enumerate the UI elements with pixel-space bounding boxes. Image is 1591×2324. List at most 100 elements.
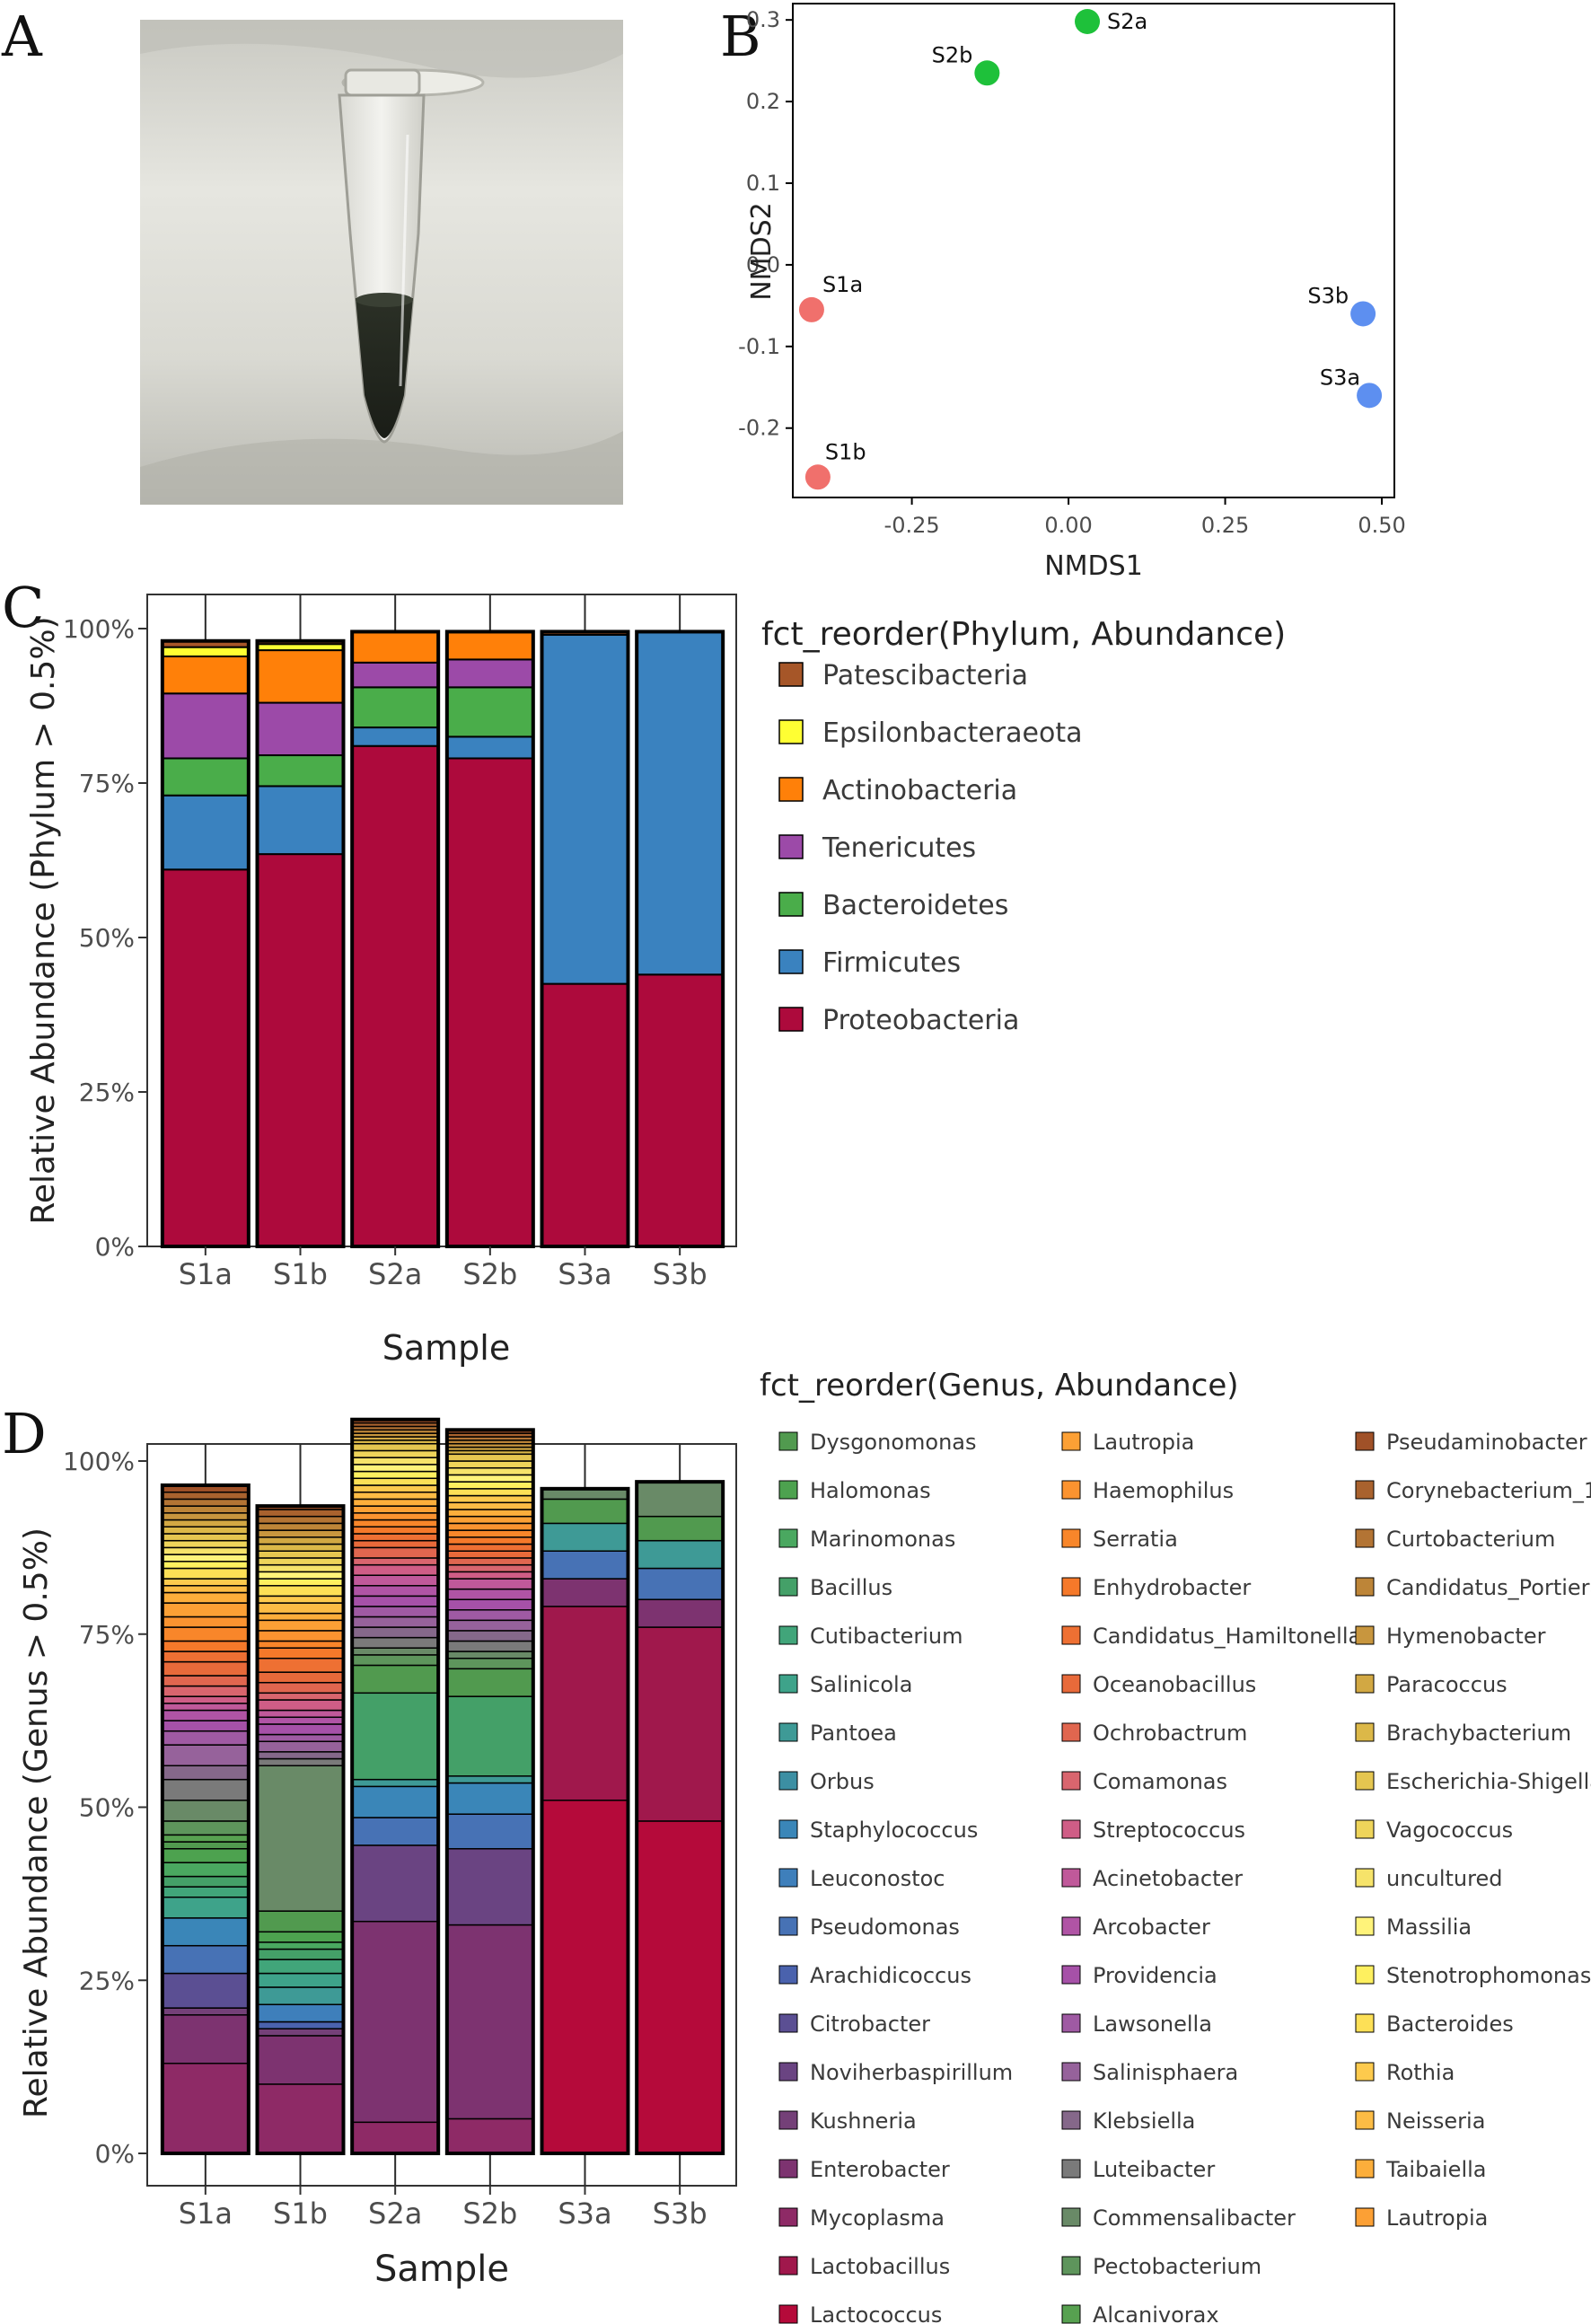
genus-bar-segment (162, 1615, 250, 1628)
phylum-legend-label: Bacteroidetes (822, 890, 1008, 921)
genus-legend-label: Bacillus (810, 1575, 892, 1600)
phylum-bars (160, 629, 725, 1248)
phylum-bar-segment (445, 630, 534, 661)
genus-legend-swatch (1355, 1771, 1375, 1791)
genus-bar-segment (256, 1972, 345, 1988)
genus-bar-segment (162, 1591, 250, 1604)
nmds-plot-frame (792, 3, 1395, 498)
genus-legend-swatch (1355, 1722, 1375, 1742)
genus-bar-segment (351, 1654, 439, 1667)
genus-legend-swatch (1061, 1965, 1081, 1985)
genus-bar-segment (541, 1498, 629, 1525)
panel-letter-c: C (2, 575, 44, 640)
genus-legend-label: Arcobacter (1093, 1915, 1210, 1940)
genus-bar-segment (162, 1602, 250, 1618)
genus-bar-segment (256, 2020, 345, 2029)
nmds-x-tick-label: 0.50 (1358, 513, 1405, 538)
genus-legend-swatch (1355, 1480, 1375, 1500)
genus-bar-segment (446, 1657, 534, 1670)
genus-bar-segment (162, 1498, 250, 1507)
genus-bar-segment (162, 1730, 250, 1746)
genus-legend-label: Serratia (1093, 1527, 1178, 1552)
phylum-legend-swatch (778, 1007, 804, 1032)
genus-bar-segment (636, 1567, 724, 1600)
genus-bar-outline (160, 1483, 251, 2155)
genus-bar-segment (446, 1453, 534, 1462)
phylum-legend-swatch (778, 719, 804, 744)
genus-bar-segment (162, 1841, 250, 1850)
phylum-bar-segment (541, 982, 629, 1247)
genus-legend-label: Massilia (1386, 1915, 1472, 1940)
nmds-point-s2b (974, 60, 1000, 86)
genus-bar-segment (351, 1491, 439, 1501)
genus-bar-segment (256, 1959, 345, 1975)
genus-legend-swatch (778, 1528, 798, 1548)
genus-bar-segment (351, 1477, 439, 1486)
phylum-legend-label: Epsilonbacteraeota (822, 717, 1082, 749)
genus-bar-segment (162, 1886, 250, 1898)
photo-panel (140, 20, 623, 505)
genus-y-tick-label: 100% (63, 1447, 135, 1476)
genus-legend-label: Luteibacter (1093, 2157, 1215, 2182)
tube-liquid (356, 298, 413, 438)
genus-legend-label: Noviherbaspirillum (810, 2060, 1013, 2085)
phylum-legend-label: Proteobacteria (822, 1005, 1019, 1036)
genus-legend-label: Rothia (1386, 2060, 1455, 2085)
genus-axis-ticks: S1a S1b S2a S2b S3a S3b 0% 25% 50% 75% 100% (63, 1447, 708, 2231)
genus-bar-segment (256, 1515, 345, 1525)
nmds-point-label: S2b (932, 42, 973, 67)
genus-bar-segment (162, 1585, 250, 1594)
genus-bar-segment (256, 1671, 345, 1684)
genus-legend: Dysgonomonas Halomonas Marinomonas Bacillus… (778, 1430, 1591, 2324)
genus-legend-swatch (1061, 1771, 1081, 1791)
genus-bar-segment (162, 1561, 250, 1570)
genus-legend-label: Enhydrobacter (1093, 1575, 1251, 1600)
genus-legend-swatch (1355, 2110, 1375, 2130)
genus-legend-label: Lactococcus (810, 2302, 942, 2324)
genus-legend-label: Streptococcus (1093, 1818, 1245, 1843)
genus-legend-swatch (778, 1771, 798, 1791)
genus-legend-swatch (778, 1868, 798, 1888)
phylum-bar-segment (256, 643, 345, 652)
genus-bar-segment (162, 1862, 250, 1878)
genus-bar-segment (446, 1923, 534, 2120)
genus-legend-swatch (1061, 2062, 1081, 2082)
phylum-axis-ticks: S1a S1b S2a S2b S3a S3b 0% 25% 50% 75% 100% (63, 614, 708, 1291)
genus-bar-segment (256, 1595, 345, 1604)
genus-bar-segment (446, 1522, 534, 1531)
genus-bar-segment (162, 2014, 250, 2064)
genus-bar-segment (162, 1546, 250, 1555)
genus-bar-segment (636, 1481, 724, 1518)
genus-bar-segment (162, 1578, 250, 1587)
genus-bar-segment (256, 1612, 345, 1622)
genus-bar-segment (256, 1692, 345, 1701)
genus-bar-segment (446, 1578, 534, 1590)
phylum-x-tick-label: S3b (653, 1257, 708, 1291)
phylum-bar-segment (161, 655, 250, 695)
phylum-legend-label: Firmicutes (822, 947, 961, 979)
phylum-bar-segment (445, 735, 534, 760)
genus-legend-swatch (778, 2207, 798, 2227)
genus-bar-segment (162, 1533, 250, 1542)
genus-bar-segment (256, 1931, 345, 1943)
genus-legend-swatch (1061, 1577, 1081, 1597)
genus-bar-segment (351, 1484, 439, 1493)
genus-bar-segment (541, 1550, 629, 1580)
genus-legend-swatch (1355, 1577, 1375, 1597)
genus-bar-segment (256, 1550, 345, 1559)
genus-bar-segment (162, 1744, 250, 1766)
phylum-bar-segment (351, 726, 440, 747)
genus-bar-segment (162, 1554, 250, 1563)
genus-legend-label: Candidatus_Hamiltonella (1093, 1624, 1361, 1649)
genus-bar-segment (351, 1636, 439, 1649)
genus-bar-segment (162, 1720, 250, 1732)
genus-bar-segment (446, 1543, 534, 1552)
genus-legend-swatch (1061, 2256, 1081, 2276)
genus-bar-segment (351, 1626, 439, 1639)
nmds-point-s3b (1350, 301, 1376, 327)
genus-legend-swatch (1061, 1819, 1081, 1839)
genus-bar-segment (541, 1606, 629, 1801)
genus-legend-label: Arachidicoccus (810, 1963, 971, 1988)
genus-legend-swatch (1061, 1722, 1081, 1742)
